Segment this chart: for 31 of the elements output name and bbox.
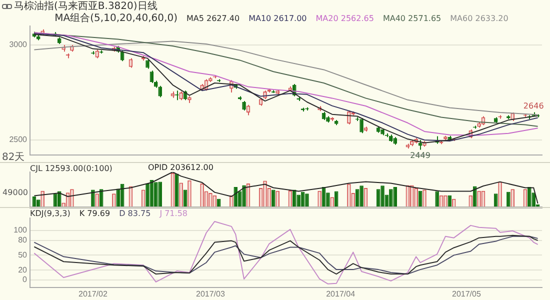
- candlestick: [347, 110, 351, 125]
- series-label: CJL 12593.00(0:100): [30, 164, 112, 173]
- x-tick-label: 2017/05: [452, 289, 482, 298]
- y-tick-label: 50: [18, 250, 28, 260]
- chart-title: 马棕油指(马来西亚B.3820)日线: [14, 0, 158, 13]
- series-label: OPID 203612.00: [148, 163, 214, 172]
- y-tick-label: 80: [18, 236, 28, 245]
- y-tick-label: 20: [18, 265, 28, 274]
- x-tick-label: 2017/03: [196, 289, 226, 298]
- text: MA5 2627.40: [186, 14, 240, 23]
- annotation: 2449: [410, 150, 430, 160]
- text: K 79.69: [79, 209, 110, 218]
- text: J 71.58: [160, 209, 188, 218]
- legend-title: KDJ(9,3,3): [30, 209, 70, 218]
- text: MA60 2633.20: [450, 14, 508, 23]
- y-tick-label: 0: [22, 275, 28, 284]
- text: D 83.75: [119, 209, 151, 218]
- text: MA20 2562.65: [316, 14, 374, 23]
- text: 82天: [2, 152, 25, 163]
- y-tick-label: 2500: [9, 135, 28, 144]
- annotation: 2646: [523, 101, 544, 110]
- candlestick: [360, 118, 364, 134]
- text: 49000: [2, 187, 28, 198]
- y-tick-label: 3000: [9, 40, 28, 50]
- y-tick-label: 100: [14, 226, 28, 235]
- legend-title: MA组合(5,10,20,40,60,0): [54, 13, 178, 24]
- x-tick-label: 2017/04: [326, 289, 356, 298]
- text: MA10 2617.00: [248, 14, 307, 23]
- text: MA40 2571.65: [382, 14, 442, 23]
- x-tick-label: 2017/02: [78, 289, 108, 298]
- candlestick: [242, 100, 246, 112]
